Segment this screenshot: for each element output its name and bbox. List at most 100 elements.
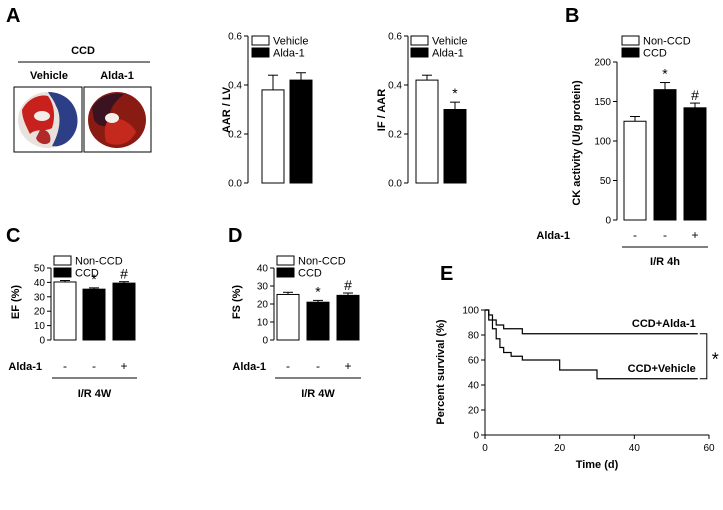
y-tick-label: 0.2 [388,130,402,141]
y-tick-label: 0.0 [228,179,242,190]
y-tick-label: 0 [39,336,45,347]
row-value: - [663,228,667,242]
legend-swatch [53,267,72,278]
row-value: - [316,359,320,373]
row-value: + [691,228,698,242]
significance-marker: * [662,66,668,82]
y-tick-label: 0 [262,336,268,347]
y-tick-label: 50 [34,264,46,275]
x-tick-label: 40 [629,443,641,454]
y-tick-label: 80 [468,331,480,342]
row-value: - [633,228,637,242]
panel-label-b: B [565,5,579,27]
y-tick-label: 20 [34,307,46,318]
legend-swatch [251,35,270,46]
y-tick-label: 20 [257,300,269,311]
heart-label-vehicle: Vehicle [30,70,68,82]
significance-marker: * [452,85,458,101]
x-tick-label: 20 [554,443,566,454]
legend-label: Alda-1 [432,48,464,60]
y-tick-label: 0.2 [228,130,242,141]
legend-label: CCD [298,268,322,280]
x-tick-label: 0 [482,443,488,454]
bar [653,89,677,221]
chart-ck-activity: 0 50 100 150 200 CK activity (U/g protein) * # N… [536,35,708,268]
bar [53,281,77,341]
y-tick-label: 60 [468,356,480,367]
row-value: + [344,359,351,373]
y-tick-label: 20 [468,406,480,417]
row-value: - [286,359,290,373]
y-tick-label: 100 [462,306,479,317]
y-tick-label: 40 [468,381,480,392]
y-tick-label: 30 [257,282,269,293]
y-axis-label: FS (%) [231,285,243,320]
legend-swatch [53,255,72,266]
curve-label: CCD+Alda-1 [632,318,696,330]
legend-label: Alda-1 [273,48,305,60]
y-tick-label: 100 [594,137,611,148]
legend-label: CCD [643,48,667,60]
bar [336,294,360,341]
legend-label: CCD [75,268,99,280]
significance-marker: # [120,266,128,282]
heart-image-alda1 [83,86,152,153]
bar [276,293,300,341]
bar [112,282,136,341]
x-tick-label: 60 [703,443,715,454]
y-tick-label: 0 [473,431,479,442]
y-tick-label: 50 [600,176,612,187]
legend-label: Non-CCD [75,256,123,268]
legend-swatch [251,47,270,58]
heart-group-label: CCD [71,45,95,57]
row-value: - [63,359,67,373]
legend-label: Vehicle [273,36,308,48]
significance-marker: # [691,87,699,103]
heart-label-alda1: Alda-1 [100,70,134,82]
x-axis-label: Time (d) [576,459,619,471]
y-tick-label: 0 [605,216,611,227]
significance-marker: # [344,277,352,293]
significance-marker: * [712,349,719,369]
y-tick-label: 0.6 [388,32,402,43]
heart-image-vehicle [13,86,83,153]
y-tick-label: 0.6 [228,32,242,43]
legend-swatch [410,35,429,46]
group-label: I/R 4h [650,256,680,268]
curve-label: CCD+Vehicle [628,363,696,375]
panel-label-a: A [6,5,20,27]
y-tick-label: 200 [594,58,611,69]
legend-label: Non-CCD [643,36,691,48]
y-tick-label: 0.0 [388,179,402,190]
y-tick-label: 10 [34,321,46,332]
row-value: - [92,359,96,373]
row-label: Alda-1 [232,361,266,373]
y-tick-label: 10 [257,318,269,329]
y-tick-label: 40 [34,278,46,289]
legend-swatch [621,47,640,58]
group-label: I/R 4W [301,388,335,400]
heart-images: CCD Vehicle Alda-1 [13,45,152,153]
significance-marker: * [91,271,97,287]
bar [261,89,285,184]
bar [683,107,707,221]
row-value: + [120,359,127,373]
legend-swatch [410,47,429,58]
bar [82,288,106,341]
significance-bracket [699,333,708,380]
panel-label-c: C [6,225,20,247]
y-tick-label: 150 [594,97,611,108]
y-tick-label: 0.4 [388,81,402,92]
legend-label: Non-CCD [298,256,346,268]
bar [415,79,439,184]
panel-label-d: D [228,225,242,247]
row-label: Alda-1 [536,230,570,242]
legend-swatch [276,267,295,278]
y-axis-label: EF (%) [10,285,22,320]
chart-survival: 0 20 40 60 80 100 0 20 40 60 Percent survival (%) T… [435,306,719,472]
legend-swatch [621,35,640,46]
survival-curve [485,309,698,380]
bar [289,79,313,184]
